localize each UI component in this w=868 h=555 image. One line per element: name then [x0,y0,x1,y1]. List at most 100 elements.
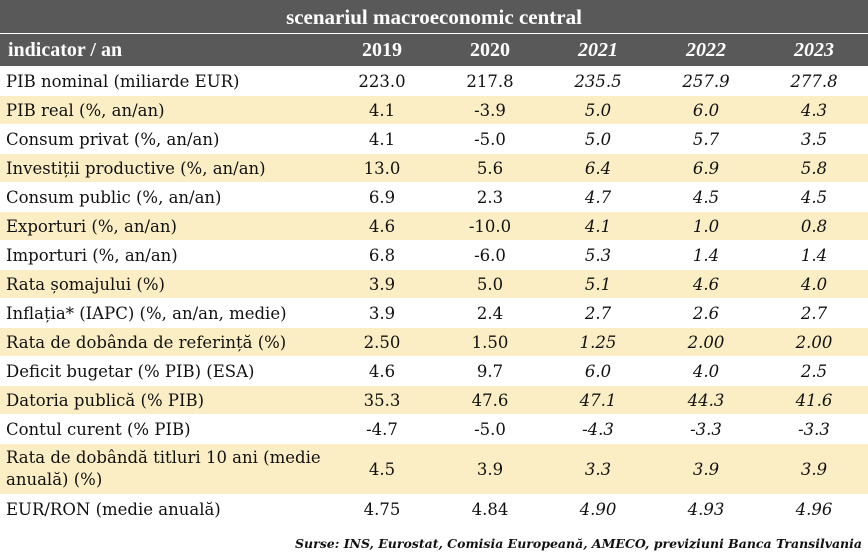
row-value: -3.3 [760,414,868,444]
row-label: Consum public (%, an/an) [0,182,328,212]
row-value: 5.3 [544,240,652,270]
row-label: Rata de dobândă titluri 10 ani (medie an… [0,443,328,495]
row-label: PIB real (%, an/an) [0,95,328,125]
table-row: Contul curent (% PIB) -4.7 -5.0 -4.3 -3.3 -3.… [0,414,868,444]
row-value: 5.6 [436,153,544,183]
table-row: Importuri (%, an/an) 6.8 -6.0 5.3 1.4 1.4 [0,240,868,270]
row-value: 35.3 [328,385,436,415]
row-value: 2.4 [436,298,544,328]
row-value: 2.3 [436,182,544,212]
row-value: -6.0 [436,240,544,270]
macro-table: indicator / an 2019 2020 2021 2022 2023 … [0,34,868,523]
row-label: Rata de dobânda de referință (%) [0,327,328,357]
row-value: 4.3 [760,95,868,125]
row-value: -5.0 [436,414,544,444]
row-value: 217.8 [436,66,544,96]
row-value: 1.4 [652,240,760,270]
row-value: 2.7 [760,298,868,328]
table-row: Rata de dobândă titluri 10 ani (medie an… [0,443,868,495]
table-row: PIB nominal (miliarde EUR) 223.0 217.8 235.… [0,66,868,96]
row-value: 2.50 [328,327,436,357]
header-year: 2020 [436,34,544,67]
table-title: scenariul macroeconomic central [0,0,868,34]
row-value: 6.9 [328,182,436,212]
table-row: Rata șomajului (%) 3.9 5.0 5.1 4.6 4.0 [0,269,868,299]
row-value: 4.5 [328,443,436,495]
row-label: Investiții productive (%, an/an) [0,153,328,183]
row-label: Inflația* (IAPC) (%, an/an, medie) [0,298,328,328]
table-row: Investiții productive (%, an/an) 13.0 5.6 6… [0,153,868,183]
row-value: 41.6 [760,385,868,415]
row-value: 4.0 [652,356,760,386]
row-value: 5.0 [544,95,652,125]
header-year: 2021 [544,34,652,67]
row-value: 4.5 [652,182,760,212]
row-value: 4.1 [544,211,652,241]
row-value: -3.3 [652,414,760,444]
row-value: 2.00 [652,327,760,357]
row-value: 235.5 [544,66,652,96]
row-value: 5.8 [760,153,868,183]
row-value: 0.8 [760,211,868,241]
row-label: Rata șomajului (%) [0,269,328,299]
row-value: -3.9 [436,95,544,125]
row-label: Importuri (%, an/an) [0,240,328,270]
row-value: 1.50 [436,327,544,357]
header-year: 2022 [652,34,760,67]
header-year: 2019 [328,34,436,67]
row-value: 3.9 [760,443,868,495]
row-value: 2.5 [760,356,868,386]
row-value: 4.6 [328,211,436,241]
table-row: PIB real (%, an/an) 4.1 -3.9 5.0 6.0 4.3 [0,95,868,125]
row-value: 1.4 [760,240,868,270]
row-value: 4.1 [328,95,436,125]
row-value: 5.0 [544,124,652,154]
table-row: Datoria publică (% PIB) 35.3 47.6 47.1 44.3 4… [0,385,868,415]
row-value: 1.25 [544,327,652,357]
row-value: 3.9 [436,443,544,495]
row-value: 4.96 [760,494,868,523]
row-value: 5.7 [652,124,760,154]
header-year: 2023 [760,34,868,67]
row-value: 4.84 [436,494,544,523]
row-value: 4.93 [652,494,760,523]
row-value: 6.4 [544,153,652,183]
row-value: 3.9 [328,269,436,299]
table-row: Deficit bugetar (% PIB) (ESA) 4.6 9.7 6.0 4.… [0,356,868,386]
row-value: 6.0 [652,95,760,125]
row-value: 257.9 [652,66,760,96]
row-value: 6.8 [328,240,436,270]
row-value: 47.6 [436,385,544,415]
row-value: -10.0 [436,211,544,241]
row-value: -5.0 [436,124,544,154]
row-value: 44.3 [652,385,760,415]
row-value: -4.3 [544,414,652,444]
row-value: -4.7 [328,414,436,444]
table-row: Inflația* (IAPC) (%, an/an, medie) 3.9 2.4… [0,298,868,328]
row-value: 223.0 [328,66,436,96]
row-value: 2.7 [544,298,652,328]
row-label: Exporturi (%, an/an) [0,211,328,241]
header-indicator: indicator / an [0,34,328,67]
table-row: Exporturi (%, an/an) 4.6 -10.0 4.1 1.0 0.8 [0,211,868,241]
row-label: Deficit bugetar (% PIB) (ESA) [0,356,328,386]
row-value: 4.90 [544,494,652,523]
row-value: 2.6 [652,298,760,328]
row-value: 3.5 [760,124,868,154]
row-value: 4.0 [760,269,868,299]
row-value: 4.5 [760,182,868,212]
row-value: 13.0 [328,153,436,183]
row-value: 4.6 [328,356,436,386]
row-label: EUR/RON (medie anuală) [0,494,328,523]
row-label: PIB nominal (miliarde EUR) [0,66,328,96]
row-value: 9.7 [436,356,544,386]
source-note: Surse: INS, Eurostat, Comisia Europeană,… [295,536,862,551]
row-value: 6.9 [652,153,760,183]
row-value: 6.0 [544,356,652,386]
row-label: Contul curent (% PIB) [0,414,328,444]
row-value: 4.7 [544,182,652,212]
row-value: 2.00 [760,327,868,357]
row-value: 4.6 [652,269,760,299]
row-value: 5.0 [436,269,544,299]
